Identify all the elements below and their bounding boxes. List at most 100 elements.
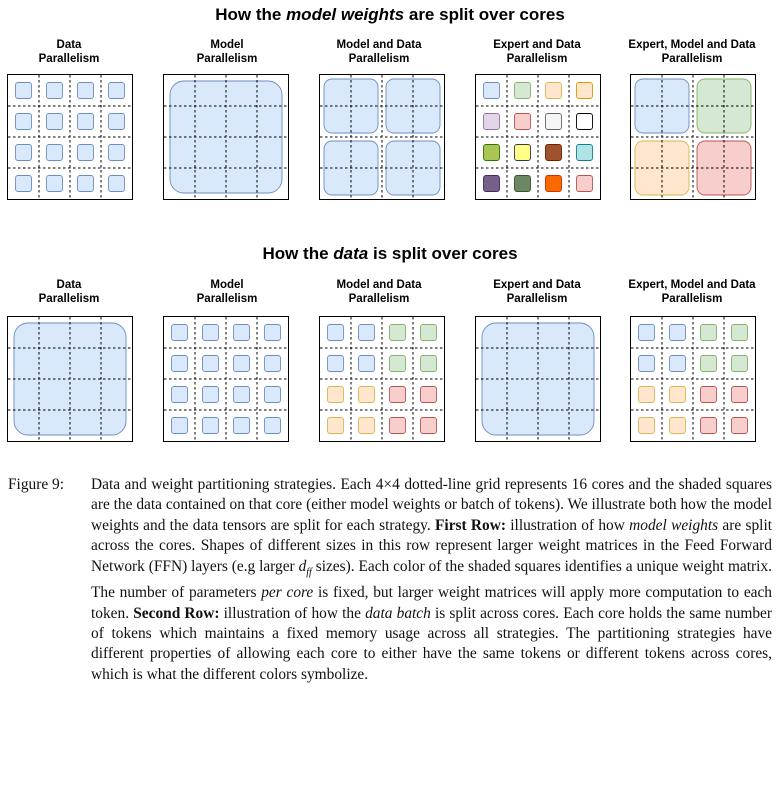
shard-orange — [638, 417, 655, 434]
row-1-panel-1-label: Data Parallelism — [38, 39, 100, 65]
shard-pink — [389, 417, 406, 434]
first-row-heading: First Row: — [435, 516, 506, 534]
shard-blue — [171, 355, 188, 372]
shard-blue — [264, 417, 281, 434]
caption-body: Data and weight partitioning strategies.… — [91, 476, 773, 683]
shard-blue — [327, 324, 344, 341]
shard-blue — [77, 82, 94, 99]
shard-blue — [233, 355, 250, 372]
core-grid-svg — [476, 75, 600, 199]
row-1-panel-5-label: Expert, Model and Data Parallelism — [628, 39, 756, 65]
row-2-panel-2-label: Model Parallelism — [196, 279, 258, 305]
shard-blue — [15, 175, 32, 192]
figure-caption: Figure 9: Data and weight partitioning s… — [8, 475, 772, 685]
shard-blue — [669, 355, 686, 372]
shard-pink — [700, 386, 717, 403]
shard-blue — [15, 113, 32, 130]
shard-yellow — [514, 144, 531, 161]
shard-orange — [638, 386, 655, 403]
row-2-panel-2-grid — [163, 316, 289, 442]
row-1-panel-2-label: Model Parallelism — [196, 39, 258, 65]
shard-pink — [514, 113, 531, 130]
shard-pink — [700, 417, 717, 434]
row-1-panel-3-label: Model and Data Parallelism — [336, 39, 422, 65]
row-2-panel-3-label: Model and Data Parallelism — [336, 279, 422, 305]
shard-pink — [731, 417, 748, 434]
row-2-title: How the data is split over cores — [262, 244, 518, 263]
shard-green — [389, 355, 406, 372]
shard-green — [731, 324, 748, 341]
shard-blue — [638, 355, 655, 372]
core-grid-svg — [476, 317, 600, 441]
core-grid-svg — [164, 317, 288, 441]
shard-blue — [264, 386, 281, 403]
shard-blue — [171, 386, 188, 403]
shard-blue — [171, 324, 188, 341]
row-2-title-emphasis: data — [333, 244, 369, 263]
shard-blue — [108, 113, 125, 130]
shard-lavender — [483, 113, 500, 130]
row-2-panel-1-grid — [7, 316, 133, 442]
shard-darkgreen — [514, 175, 531, 192]
shard-orange — [358, 417, 375, 434]
shard-pink — [389, 386, 406, 403]
shard-green — [700, 324, 717, 341]
core-grid-svg — [631, 317, 755, 441]
core-grid-svg — [320, 75, 444, 199]
shard-blue — [233, 417, 250, 434]
core-grid-svg — [164, 75, 288, 199]
row-2-panel-4-grid — [475, 316, 601, 442]
shard-blue — [46, 113, 63, 130]
shard-blue — [46, 82, 63, 99]
shard-blue — [46, 175, 63, 192]
shard-brown — [545, 144, 562, 161]
shard-blue — [358, 324, 375, 341]
shard-pink — [420, 386, 437, 403]
shard-blue — [327, 355, 344, 372]
shard-blue — [15, 82, 32, 99]
shard-orange — [669, 417, 686, 434]
second-row-heading: Second Row: — [133, 604, 220, 622]
row-1-panel-3-grid — [319, 74, 445, 200]
shard-orange2 — [576, 82, 593, 99]
shard-red — [545, 175, 562, 192]
core-grid-svg — [320, 317, 444, 441]
row-2-panel-5-label: Expert, Model and Data Parallelism — [628, 279, 756, 305]
shard-orange — [358, 386, 375, 403]
shard-blue — [46, 144, 63, 161]
core-grid-svg — [8, 75, 132, 199]
row-1-panel-5-grid — [630, 74, 756, 200]
shard-blue — [638, 324, 655, 341]
core-grid-svg — [8, 317, 132, 441]
shard-green — [420, 324, 437, 341]
shard-blue — [202, 355, 219, 372]
shard-blue — [202, 324, 219, 341]
shard-blue — [264, 324, 281, 341]
shard-green — [420, 355, 437, 372]
shard-blue — [483, 82, 500, 99]
shard-lightgray — [545, 113, 562, 130]
shard-orange — [327, 386, 344, 403]
shard-blue — [108, 175, 125, 192]
shard-orange — [327, 417, 344, 434]
shard-blue — [108, 144, 125, 161]
shard-pink — [576, 175, 593, 192]
row-1-title: How the model weights are split over cor… — [215, 5, 565, 24]
shard-teal — [576, 144, 593, 161]
shard-pink — [731, 386, 748, 403]
dff-symbol: d — [298, 557, 307, 575]
shard-purple — [483, 175, 500, 192]
shard-orange — [669, 386, 686, 403]
row-2-panel-4-label: Expert and Data Parallelism — [493, 279, 581, 305]
shard-blue — [202, 386, 219, 403]
shard-orange — [545, 82, 562, 99]
shard-blue — [233, 386, 250, 403]
shard-green — [700, 355, 717, 372]
row-1-panel-2-grid — [163, 74, 289, 200]
shard-blue — [233, 324, 250, 341]
row-2-panel-3-grid — [319, 316, 445, 442]
shard-green — [514, 82, 531, 99]
shard-blue — [77, 175, 94, 192]
row-1-panel-4-label: Expert and Data Parallelism — [493, 39, 581, 65]
shard-green — [731, 355, 748, 372]
